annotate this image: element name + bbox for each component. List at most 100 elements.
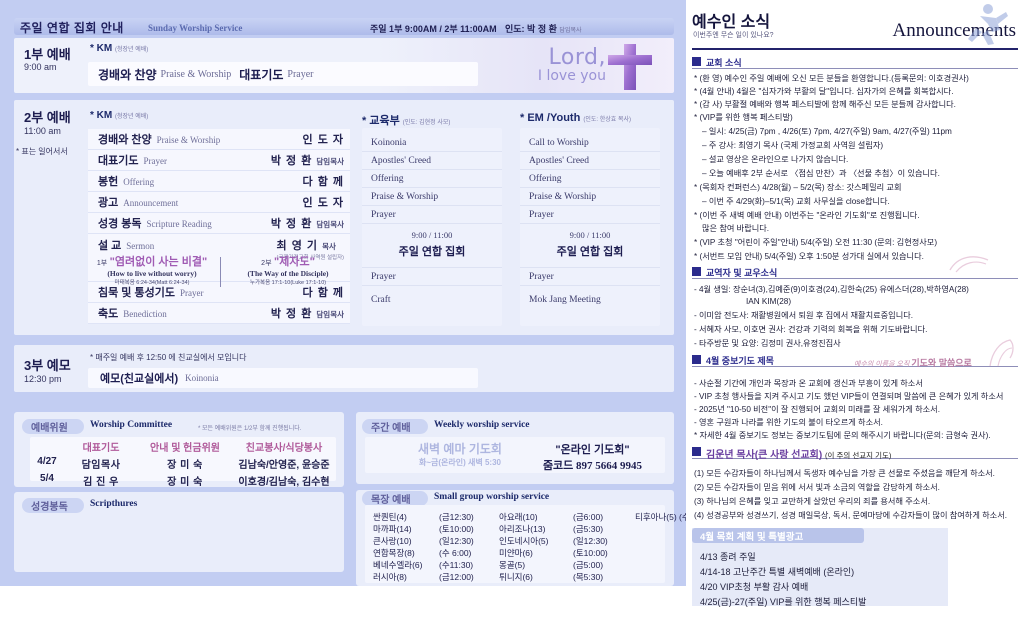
sg-cell: 큰사랑(10) <box>373 536 412 546</box>
lord-i-love-you-art: Lord, I love you <box>538 46 606 84</box>
list-item: Praise & Worship <box>520 188 660 206</box>
s3-ko: 예모(친교실에서) <box>100 373 179 385</box>
row-en: Praise & Worship <box>156 135 221 145</box>
p1-no: 1부 <box>96 260 108 267</box>
list-item: Prayer <box>520 268 660 286</box>
news-line: – 오늘 예배후 2부 순서로 〈점심 만찬〉과 〈선물 추첨〉이 있습니다. <box>702 169 940 178</box>
em-table: Call to Worship Apostles' Creed Offering… <box>520 128 660 326</box>
news-line: – 설교 영상은 온라인으로 나가지 않습니다. <box>702 155 849 164</box>
missionary-line: (3) 하나님의 은혜를 잊고 교만하게 살았던 우리의 죄를 용서해 주소서. <box>694 497 931 506</box>
sg-cell: 러시아(8) <box>373 572 407 582</box>
praying-hand-icon <box>989 339 1014 367</box>
committee-grid: 대표기도 안내 및 헌금위원 친교봉사/식당봉사 4/27 담임목사 장 미 숙… <box>30 437 336 489</box>
list-item: Prayer <box>362 206 502 224</box>
scriptures-pill-ko: 성경봉독 <box>31 502 68 513</box>
sermon-preacher-sub: (국제가정교회 사역원 설립자) <box>276 255 344 261</box>
row-en: Offering <box>123 177 155 187</box>
em-col-head: * EM /Youth (인도: 한상효 목사) <box>520 112 631 124</box>
art-line-1: Lord, <box>548 45 606 70</box>
p1-ref: 마태복음 6:24-34(Matt 6:24-34) <box>114 280 190 286</box>
sg-cell: 튀니지(6) <box>499 572 533 582</box>
plan-line: 4/14-18 고난주간 특별 새벽예배 (온라인) <box>700 567 855 577</box>
weekly-pill-en: Weekly worship service <box>434 420 530 430</box>
dawn-prayer-title: 새벽 예마 기도회 <box>418 442 502 456</box>
education-title: * 교육부 <box>362 115 400 127</box>
sermon-en: Sermon <box>126 241 155 251</box>
service-2-km-tag: * KM (청장년 예배) <box>90 110 148 121</box>
service-3-note: * 매주일 예배 후 12:50 에 친교실에서 모입니다 <box>90 353 247 362</box>
prayer-line: - VIP 초청 행사들을 지켜 주시고 기도 했던 VIP들이 연결되며 말씀… <box>694 392 1004 401</box>
prayer-heading: 4월 중보기도 제목 <box>706 356 774 366</box>
wc-head-1: 대표기도 <box>82 443 120 454</box>
service-1-label: 1부 예배 <box>24 47 71 62</box>
news-line: * (서번트 모임 안내) 5/4(주일) 오후 1:50분 성가대 실에서 있… <box>694 252 924 261</box>
right-panel: 예수인 소식 이번주엔 무슨 일이 있나요? Announcements 교회 … <box>686 0 1024 622</box>
ribbon-title-ko: 주일 연합 집회 안내 <box>20 21 124 35</box>
sg-cell: 아리조나(13) <box>499 524 546 534</box>
p1-en: (How to live without worry) <box>107 269 197 278</box>
dove-icon <box>949 256 989 273</box>
zoom-code: 줌코드 897 5664 9945 <box>542 460 643 472</box>
list-item: Apostles' Creed <box>362 152 502 170</box>
p2-en: (The Way of the Disciple) <box>247 269 329 278</box>
missionary-name: 김운년 목사(큰 사랑 선교회) <box>706 450 823 461</box>
service-3-time: 12:30 pm <box>24 374 62 384</box>
section-prayer-topics: 4월 중보기도 제목 <box>692 354 1018 367</box>
plan-line: 4/25(금)-27(주일) VIP를 위한 행복 페스티발 <box>700 597 867 607</box>
bullet-square-icon <box>692 267 701 276</box>
sermon-part-2: 2부 "제자도" (The Way of the Disciple) 누가복음 … <box>228 253 348 286</box>
table-row: 침묵 및 통성기도 Prayer 다 함 께 <box>88 282 350 303</box>
missionary-line: (1) 모든 수감자들이 하나님께서 독생자 예수님을 가장 큰 선물로 주셨음… <box>694 469 995 478</box>
ribbon-leader-role: 담임목사 <box>559 28 582 34</box>
sermon-preacher: 최 영 기 목사 (국제가정교회 사역원 설립자) <box>276 240 344 261</box>
sg-cell: (수11:30) <box>439 560 474 570</box>
table-row: 이호경/김남숙, 김수현 <box>238 477 330 488</box>
scriptures-pill: 성경봉독 <box>22 498 84 513</box>
list-item: Call to Worship <box>520 134 660 152</box>
sg-cell: (일12:30) <box>439 536 474 546</box>
list-item: Offering <box>362 170 502 188</box>
table-row: 김남숙/안영준, 윤승준 <box>238 460 330 471</box>
list-item: Praise & Worship <box>362 188 502 206</box>
row-who: 다 함 께 <box>302 287 344 299</box>
missionary-line: (4) 성경공부와 성경쓰기, 성경 매일묵상, 독서, 문예마당에 수감자들이… <box>694 511 1008 520</box>
sermon-divider <box>219 257 221 287</box>
page-title: 예수인 소식 <box>692 14 771 31</box>
sg-cell: (금5:30) <box>573 524 604 534</box>
smallgroup-table: 싼퀀틴(4) (금12:30) 아요래(10) (금6:00) 티후아나(5) … <box>365 505 714 583</box>
list-item: Mok Jang Meeting <box>529 295 601 305</box>
header-divider <box>692 48 1018 50</box>
sg-cell: (일12:30) <box>573 536 608 546</box>
wc-head-0 <box>30 437 64 455</box>
page-subtitle: 이번주엔 무슨 일이 있나요? <box>693 32 774 39</box>
plan-line: 4/20 VIP초청 부활 감사 예배 <box>700 582 809 592</box>
row-ko: 성경 봉독 Scripture Reading <box>98 218 212 230</box>
sg-cell: 연합목장(8) <box>373 548 415 558</box>
ribbon-leader-name: 인도: 박 정 환 <box>505 24 557 34</box>
dawn-prayer-block: 새벽 예마 기도회 화~금(온라인) 새벽 5:30 <box>395 440 525 468</box>
member-line: - 서혜자 사모, 이호면 권사: 건강과 기력의 회복을 위해 기도바랍니다. <box>694 325 928 334</box>
p2-ref: 누가복음 17:1-10(Luke 17:1-10) <box>249 280 327 286</box>
sg-cell: 인도네시아(5) <box>499 536 549 546</box>
news-line: – 일시: 4/25(금) 7pm , 4/26(토) 7pm, 4/27(주일… <box>702 127 952 136</box>
row-ko: 침묵 및 통성기도 Prayer <box>98 287 204 299</box>
sg-cell: (금6:00) <box>573 512 604 522</box>
sunday-service-ribbon <box>14 18 674 35</box>
education-union-block: 9:00 / 11:00 주일 연합 집회 <box>362 224 502 268</box>
km-tag-text: * KM <box>90 43 113 54</box>
sg-cell: 마까파(14) <box>373 524 412 534</box>
edu-block-time: 9:00 / 11:00 <box>411 230 453 240</box>
sg-cell: (금12:00) <box>439 572 474 582</box>
art-line-2: I love you <box>537 68 606 85</box>
em-title: * EM /Youth <box>520 112 581 124</box>
sg-cell: (토10:00) <box>573 548 608 558</box>
education-note: (인도: 김현정 사모) <box>402 120 451 126</box>
sg-cell: (수 6:00) <box>439 548 472 558</box>
row-en: Scripture Reading <box>146 219 212 229</box>
weekly-pill: 주간 예배 <box>362 419 428 434</box>
row-ko: 축도 Benediction <box>98 308 167 320</box>
sermon-ko: 설 교 Sermon <box>98 240 155 252</box>
row-ko: 대표기도 Prayer <box>98 155 167 167</box>
section-member-news: 교역자 및 교우소식 <box>692 266 1018 279</box>
news-line: * (감 사) 부활절 예배와 행복 페스티발에 함께 해주신 모든 분들께 감… <box>694 100 956 109</box>
